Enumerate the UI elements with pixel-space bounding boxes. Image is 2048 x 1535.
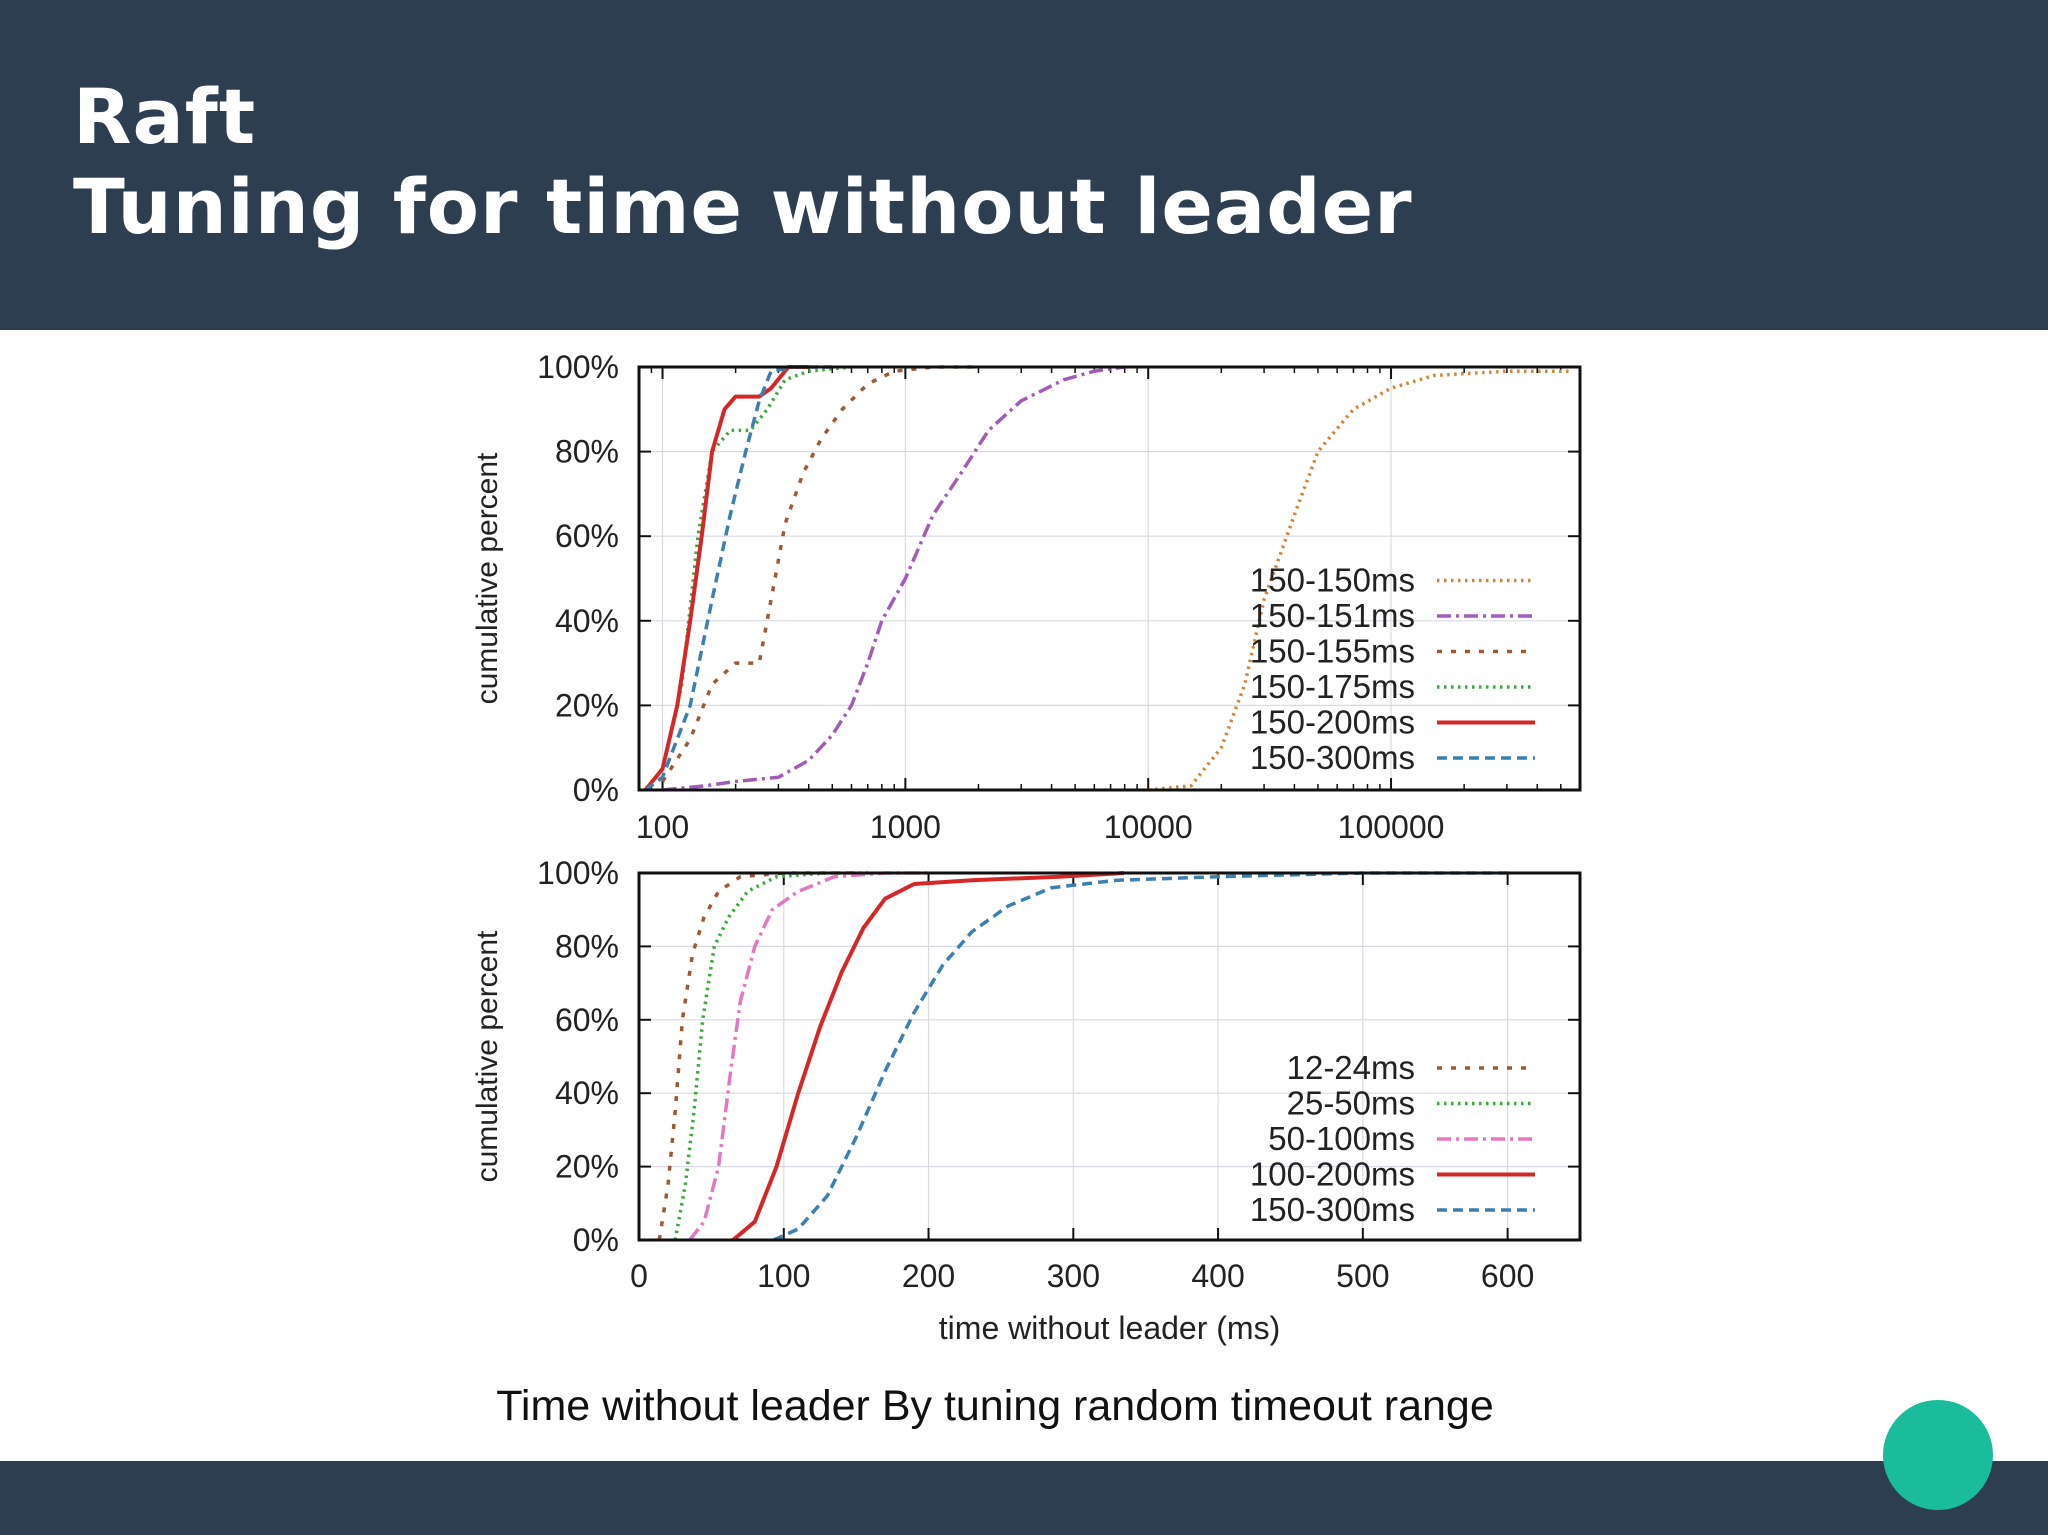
x-tick-label: 100 <box>757 1258 810 1294</box>
y-tick-label: 60% <box>555 1002 619 1038</box>
chart-panel-2: 0% 20% 40% 60% 80% 100% 0 100 200 300 400 500 600 cum… <box>471 855 1582 1346</box>
x-tick-label: 1000 <box>870 809 941 845</box>
series-line-50-100ms <box>688 871 929 1242</box>
x-tick-label: 400 <box>1191 1258 1244 1294</box>
legend-label: 12-24ms <box>1287 1049 1415 1086</box>
series-line-150-155ms <box>661 365 979 783</box>
slide-title: Raft Tuning for time without leader <box>73 72 1413 252</box>
x-tick-label: 300 <box>1047 1258 1100 1294</box>
x-tick-label: 100 <box>636 809 689 845</box>
series-line-150-300ms <box>644 365 833 792</box>
series-line-12-24ms <box>657 871 857 1241</box>
slide-footer <box>0 1461 2048 1535</box>
legend-label: 50-100ms <box>1268 1120 1415 1157</box>
accent-circle <box>1883 1400 1993 1510</box>
chart-figure: 0%20%40%60%80%100%100 1000 10000 100000cumu… <box>471 349 1582 1346</box>
series-line-150-200ms <box>643 365 809 792</box>
y-tick-label: 0% <box>573 772 619 808</box>
x-tick-label: 600 <box>1481 1258 1534 1294</box>
title-line-1: Raft <box>73 72 257 161</box>
chart-panel-1: 0% 20% 40% 60% 80% 100% 100 1000 10000 100000 cumu… <box>471 349 1582 845</box>
y-tick-label: 0% <box>573 1222 619 1258</box>
title-line-2: Tuning for time without leader <box>73 162 1413 251</box>
legend-label: 25-50ms <box>1287 1085 1415 1122</box>
legend-label: 150-200ms <box>1250 704 1415 741</box>
y-tick-label: 40% <box>555 603 619 639</box>
plot-frame <box>637 365 1582 792</box>
legend-label: 150-300ms <box>1250 739 1415 776</box>
x-axis-label: time without leader (ms) <box>939 1310 1280 1346</box>
y-tick-label: 20% <box>555 687 619 723</box>
legend-label: 150-155ms <box>1250 633 1415 670</box>
series-line-150-151ms <box>662 365 1125 792</box>
series-line-100-200ms <box>731 871 1125 1242</box>
plot-frame <box>637 871 1582 1242</box>
x-tick-label: 10000 <box>1104 809 1193 845</box>
y-tick-label: 100% <box>537 349 619 385</box>
y-tick-label: 80% <box>555 434 619 470</box>
series-line-150-300ms <box>772 871 1508 1242</box>
legend-label: 150-150ms <box>1250 562 1415 599</box>
y-axis-label: cumulative percent <box>471 452 504 704</box>
figure-caption: Time without leader By tuning random tim… <box>496 1382 1494 1430</box>
x-tick-label: 500 <box>1336 1258 1389 1294</box>
slide-header: Raft Tuning for time without leader <box>0 0 2048 330</box>
y-tick-label: 20% <box>555 1149 619 1185</box>
y-tick-label: 60% <box>555 518 619 554</box>
x-tick-label: 100000 <box>1338 809 1445 845</box>
legend-label: 150-175ms <box>1250 668 1415 705</box>
legend-label: 150-151ms <box>1250 597 1415 634</box>
legend-label: 150-300ms <box>1250 1191 1415 1228</box>
y-tick-label: 40% <box>555 1075 619 1111</box>
x-tick-label: 200 <box>902 1258 955 1294</box>
y-axis-label: cumulative percent <box>471 930 504 1182</box>
legend-label: 100-200ms <box>1250 1156 1415 1193</box>
series-line-25-50ms <box>673 871 871 1241</box>
x-tick-label: 0 <box>630 1258 648 1294</box>
y-tick-label: 100% <box>537 855 619 891</box>
series-line-150-175ms <box>644 365 852 792</box>
y-tick-label: 80% <box>555 928 619 964</box>
